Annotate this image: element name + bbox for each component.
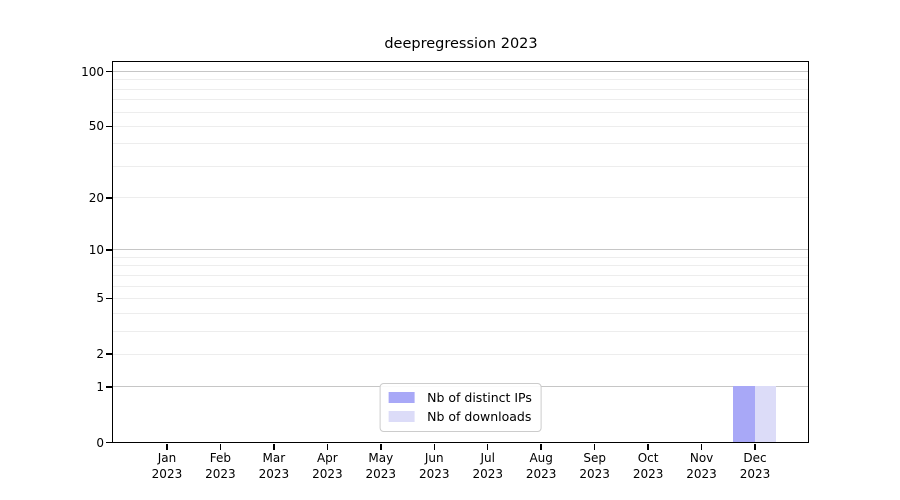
legend-label-downloads: Nb of downloads [427, 408, 532, 424]
x-tick-label-apr: Apr 2023 [312, 451, 343, 481]
y-tick-1 [106, 386, 112, 388]
y-tick-5 [106, 297, 112, 300]
x-tick-label-sep: Sep 2023 [579, 451, 610, 481]
x-tick-label-aug: Aug 2023 [525, 451, 557, 481]
x-tick-label-nov: Nov 2023 [686, 451, 717, 481]
legend-item-downloads: Nb of downloads [388, 408, 532, 425]
gridline-y-10 [113, 249, 808, 251]
x-tick-jun [433, 444, 436, 450]
x-tick-label-mar: Mar 2023 [258, 451, 290, 481]
legend-swatch-downloads [388, 411, 415, 422]
x-tick-mar [273, 444, 275, 450]
y-tick-label-1: 1 [96, 379, 104, 394]
x-tick-feb [219, 444, 222, 450]
gridline-y-40 [113, 143, 808, 145]
x-tick-label-jul: Jul 2023 [472, 451, 503, 481]
x-tick-dec [754, 444, 756, 450]
gridline-y-20 [113, 197, 808, 199]
bar-downloads-dec [754, 386, 777, 442]
y-tick-10 [106, 249, 112, 251]
x-tick-jul [486, 444, 489, 450]
legend-label-distinct-ips: Nb of distinct IPs [427, 389, 532, 405]
x-tick-nov [700, 444, 703, 450]
legend-swatch-distinct-ips [388, 392, 415, 403]
legend: Nb of distinct IPs Nb of downloads [379, 383, 542, 432]
gridline-y-50 [113, 125, 808, 127]
x-tick-jan [166, 444, 168, 450]
x-tick-label-may: May 2023 [365, 451, 397, 481]
gridline-y-2 [113, 353, 808, 355]
y-tick-2 [106, 353, 112, 355]
x-tick-label-dec: Dec 2023 [739, 451, 771, 481]
gridline-y-3 [113, 330, 808, 332]
x-tick-label-jun: Jun 2023 [418, 451, 450, 481]
y-tick-label-100: 100 [81, 64, 104, 79]
x-tick-oct [647, 444, 649, 450]
gridline-y-80 [113, 88, 808, 90]
y-tick-0 [106, 441, 112, 444]
gridline-y-30 [113, 165, 808, 167]
gridline-y-4 [113, 312, 808, 314]
x-tick-apr [326, 444, 329, 450]
x-tick-label-feb: Feb 2023 [205, 451, 236, 481]
gridline-y-7 [113, 274, 808, 276]
gridline-y-8 [113, 265, 808, 267]
y-tick-label-50: 50 [88, 119, 104, 134]
gridline-y-70 [113, 99, 808, 101]
gridline-y-9 [113, 256, 808, 258]
gridline-y-60 [113, 111, 808, 113]
gridline-y-6 [113, 285, 808, 287]
y-tick-50 [106, 125, 112, 128]
bar-distinct-ips-dec [733, 386, 755, 442]
x-tick-label-oct: Oct 2023 [632, 451, 664, 481]
y-tick-label-20: 20 [88, 190, 104, 205]
y-tick-20 [106, 197, 112, 199]
x-tick-aug [540, 444, 542, 450]
y-tick-label-0: 0 [96, 435, 104, 450]
plot-area: Nb of distinct IPs Nb of downloads [112, 61, 809, 443]
chart-title: deepregression 2023 [384, 36, 538, 52]
y-tick-label-2: 2 [96, 347, 104, 362]
gridline-y-5 [113, 297, 808, 299]
x-tick-label-jan: Jan 2023 [151, 451, 183, 481]
gridline-y-100 [113, 71, 808, 73]
x-tick-sep [593, 444, 596, 450]
y-tick-label-5: 5 [96, 291, 104, 306]
y-tick-label-10: 10 [88, 242, 104, 257]
gridline-y-90 [113, 79, 808, 81]
x-tick-may [380, 444, 382, 450]
y-tick-100 [106, 70, 112, 73]
legend-item-distinct-ips: Nb of distinct IPs [388, 389, 532, 406]
